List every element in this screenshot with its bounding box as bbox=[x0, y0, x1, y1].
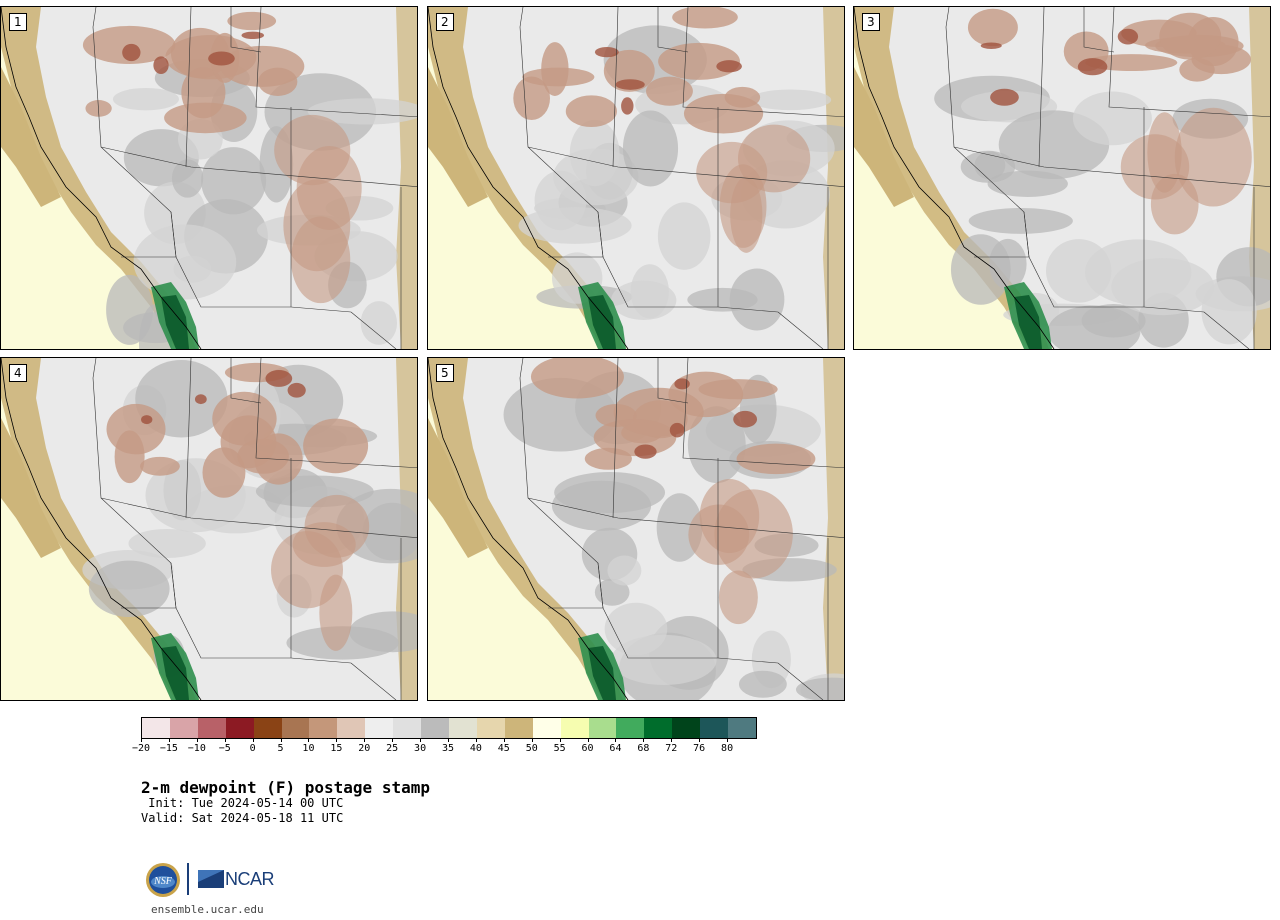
valid-time: Valid: Sat 2024-05-18 11 UTC bbox=[141, 811, 344, 825]
colorbar-tick-label: 0 bbox=[249, 743, 256, 754]
colorbar-swatch bbox=[700, 718, 729, 738]
colorbar-tick-label: 68 bbox=[637, 743, 650, 754]
ncar-logo-icon bbox=[198, 870, 224, 888]
stamp-panel-2[interactable]: 2 bbox=[427, 6, 845, 350]
colorbar-tick-label: 30 bbox=[414, 743, 427, 754]
colorbar-tick-label: 25 bbox=[386, 743, 399, 754]
dewpoint-map-1 bbox=[1, 7, 417, 349]
init-time: Init: Tue 2024-05-14 00 UTC bbox=[141, 796, 344, 810]
colorbar-swatch bbox=[532, 718, 561, 738]
logo-block[interactable]: NSF NCAR bbox=[145, 860, 285, 902]
colorbar-swatch bbox=[253, 718, 282, 738]
colorbar-tick bbox=[392, 738, 394, 742]
colorbar-tick-label: −5 bbox=[218, 743, 231, 754]
colorbar-tick-label: 40 bbox=[469, 743, 482, 754]
stamp-panel-4[interactable]: 4 bbox=[0, 357, 418, 701]
stamp-number-label: 2 bbox=[436, 13, 454, 31]
colorbar-tick-label: 76 bbox=[693, 743, 706, 754]
colorbar-tick bbox=[587, 738, 589, 742]
colorbar-tick-label: 35 bbox=[441, 743, 455, 754]
colorbar-swatch bbox=[337, 718, 366, 738]
colorbar-tick bbox=[475, 738, 477, 742]
colorbar-ticks: −20 −15 −10 −5 0 5 10 15 20 25 30 35 40 45 50 55 60 64 68 7… bbox=[132, 738, 757, 758]
colorbar-tick bbox=[280, 738, 282, 742]
colorbar-tick bbox=[503, 738, 505, 742]
colorbar-tick bbox=[615, 738, 617, 742]
colorbar-tick bbox=[196, 738, 198, 742]
dewpoint-map-2 bbox=[428, 7, 844, 349]
colorbar-swatch bbox=[504, 718, 533, 738]
stamp-number-label: 3 bbox=[862, 13, 880, 31]
colorbar-tick-label: −15 bbox=[159, 743, 178, 754]
stamp-panel-5[interactable]: 5 bbox=[427, 357, 845, 701]
colorbar-swatch bbox=[365, 718, 394, 738]
colorbar-tick bbox=[364, 738, 366, 742]
nsf-logo-icon: NSF bbox=[146, 863, 180, 897]
colorbar-tick bbox=[336, 738, 338, 742]
colorbar-tick-label: 5 bbox=[277, 743, 284, 754]
colorbar-swatch bbox=[281, 718, 310, 738]
colorbar-swatch bbox=[644, 718, 673, 738]
stamp-panel-3[interactable]: 3 bbox=[853, 6, 1271, 350]
logo-divider bbox=[187, 863, 189, 895]
colorbar-tick-label: 64 bbox=[609, 743, 622, 754]
colorbar-tick bbox=[224, 738, 226, 742]
colorbar-tick-label: 10 bbox=[302, 743, 315, 754]
colorbar bbox=[141, 717, 757, 739]
dewpoint-map-5 bbox=[428, 358, 844, 700]
colorbar-swatch bbox=[309, 718, 338, 738]
colorbar-tick bbox=[531, 738, 533, 742]
colorbar-tick bbox=[252, 738, 254, 742]
colorbar-tick bbox=[168, 738, 170, 742]
colorbar-tick-label: 72 bbox=[665, 743, 678, 754]
ncar-logo-text: NCAR bbox=[225, 869, 275, 889]
colorbar-tick-label: −10 bbox=[187, 743, 206, 754]
colorbar-swatch bbox=[197, 718, 226, 738]
colorbar-swatch bbox=[616, 718, 645, 738]
colorbar-tick bbox=[671, 738, 673, 742]
colorbar-swatch bbox=[142, 718, 170, 738]
colorbar-tick-label: 15 bbox=[330, 743, 343, 754]
stamp-number-label: 1 bbox=[9, 13, 27, 31]
colorbar-tick bbox=[559, 738, 561, 742]
colorbar-tick bbox=[699, 738, 701, 742]
colorbar-swatch bbox=[393, 718, 422, 738]
colorbar-tick-label: 20 bbox=[358, 743, 371, 754]
colorbar-tick bbox=[727, 738, 729, 742]
colorbar-swatch bbox=[476, 718, 505, 738]
dewpoint-map-3 bbox=[854, 7, 1270, 349]
colorbar-tick-label: 50 bbox=[525, 743, 538, 754]
colorbar-tick bbox=[448, 738, 449, 742]
colorbar-tick-label: 60 bbox=[581, 743, 594, 754]
colorbar-swatch bbox=[728, 718, 756, 738]
colorbar-tick-label: −20 bbox=[131, 743, 151, 754]
colorbar-tick-label: 80 bbox=[721, 743, 734, 754]
stamp-panel-1[interactable]: 1 bbox=[0, 6, 418, 350]
colorbar-tick-label: 55 bbox=[553, 743, 566, 754]
colorbar-tick-label: 45 bbox=[497, 743, 510, 754]
colorbar-swatch bbox=[672, 718, 701, 738]
colorbar-tick bbox=[420, 738, 422, 742]
colorbar-tick bbox=[643, 738, 645, 742]
colorbar-swatch bbox=[225, 718, 254, 738]
colorbar-swatch bbox=[560, 718, 589, 738]
dewpoint-map-4 bbox=[1, 358, 417, 700]
footer-url[interactable]: ensemble.ucar.edu bbox=[151, 903, 264, 916]
colorbar-swatch bbox=[169, 718, 198, 738]
colorbar-swatch bbox=[588, 718, 617, 738]
stamp-number-label: 4 bbox=[9, 364, 27, 382]
colorbar-tick bbox=[141, 738, 142, 742]
chart-title: 2-m dewpoint (F) postage stamp bbox=[141, 778, 430, 797]
colorbar-swatch bbox=[448, 718, 477, 738]
stamp-number-label: 5 bbox=[436, 364, 454, 382]
colorbar-tick bbox=[308, 738, 310, 742]
svg-text:NSF: NSF bbox=[153, 876, 173, 887]
colorbar-swatch bbox=[421, 718, 449, 738]
